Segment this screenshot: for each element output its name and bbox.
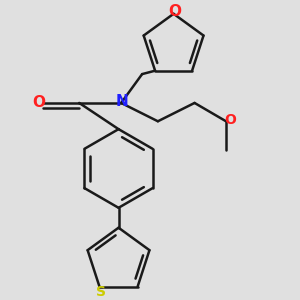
Text: S: S	[96, 285, 106, 299]
Text: O: O	[32, 95, 45, 110]
Text: N: N	[115, 94, 128, 110]
Text: O: O	[224, 113, 236, 127]
Text: O: O	[169, 4, 182, 19]
